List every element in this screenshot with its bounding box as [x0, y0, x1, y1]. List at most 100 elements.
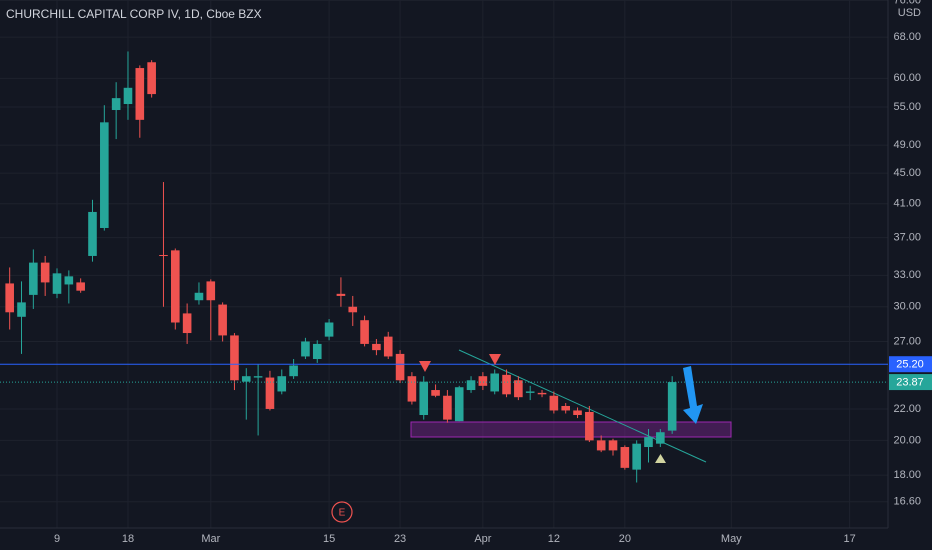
support-zone: [410, 421, 732, 438]
candle-body: [644, 437, 653, 448]
candle-body: [218, 304, 227, 336]
candle-body: [135, 68, 145, 120]
candle-body: [490, 373, 500, 392]
candle-body: [537, 392, 547, 395]
candle-body: [253, 376, 263, 378]
candle-body: [324, 322, 334, 337]
x-tick-label: Apr: [474, 533, 491, 545]
candle-body: [596, 440, 606, 451]
candle-body: [585, 411, 594, 441]
x-tick-label: 12: [548, 533, 560, 545]
y-tick-label: 18.00: [893, 469, 921, 481]
y-tick-label: 37.00: [893, 232, 921, 244]
y-tick-label: 60.00: [893, 72, 921, 84]
candle-body: [100, 122, 109, 228]
y-tick-label: 68.00: [893, 31, 921, 43]
candle-body: [372, 343, 381, 351]
candle-body: [88, 211, 97, 256]
candle-body: [159, 255, 168, 257]
candle-body: [656, 432, 665, 444]
candle-body: [395, 353, 405, 381]
candle-body: [241, 376, 251, 382]
y-tick-label: 33.00: [893, 269, 921, 281]
candle-body: [277, 376, 287, 392]
candle-body: [64, 276, 74, 285]
candle-body: [502, 374, 511, 395]
x-tick-label: May: [721, 533, 742, 545]
x-tick-label: 17: [843, 533, 855, 545]
candle-body: [360, 320, 369, 344]
candle-body: [443, 395, 452, 420]
price-label: 23.87: [896, 376, 924, 388]
y-tick-label: 16.60: [893, 496, 921, 508]
candle-body: [549, 395, 559, 411]
candle-body: [407, 376, 417, 402]
y-tick-label: 41.00: [893, 198, 921, 210]
candle-body: [265, 377, 275, 409]
candle-body: [383, 336, 393, 357]
x-tick-label: 15: [323, 533, 335, 545]
signal-down: [489, 354, 501, 365]
candle-body: [111, 98, 121, 111]
candle-body: [608, 440, 618, 451]
candle-body: [336, 293, 346, 296]
candle-body: [29, 262, 38, 295]
candle-body: [632, 443, 641, 470]
candle-body: [182, 313, 192, 334]
y-tick-label: 22.00: [893, 403, 921, 415]
candle-body: [478, 376, 488, 386]
candle-body: [171, 250, 180, 323]
candle-body: [419, 381, 429, 416]
x-tick-label: 23: [394, 533, 406, 545]
currency-label: USD: [898, 7, 921, 19]
candle-body: [194, 292, 204, 301]
candle-body: [206, 281, 216, 301]
candle-body: [525, 391, 535, 393]
candle-body: [123, 87, 133, 105]
candle-body: [312, 343, 322, 360]
x-tick-label: 18: [122, 533, 134, 545]
candle-body: [561, 405, 570, 411]
y-tick-label: 45.00: [893, 167, 921, 179]
candles: [0, 51, 888, 483]
candle-body: [52, 273, 62, 294]
axes: 76.00 68.00 60.00 55.00 49.00 45.00 41.00 37.00…: [54, 0, 932, 545]
signal-up: [655, 454, 666, 463]
candle-body: [573, 410, 582, 416]
candle-body: [289, 365, 298, 377]
candle-body: [431, 390, 440, 396]
price-label-box: [889, 374, 932, 391]
candle-body: [348, 306, 358, 313]
price-label-box: [889, 356, 932, 373]
chart-title: CHURCHILL CAPITAL CORP IV, 1D, Cboe BZX: [6, 7, 262, 21]
candle-body: [620, 447, 630, 468]
y-tick-label: 55.00: [893, 101, 921, 113]
candle-body: [514, 380, 523, 398]
y-tick-label: 27.00: [893, 335, 921, 347]
x-tick-label: 9: [54, 533, 60, 545]
y-tick-label: 49.00: [893, 139, 921, 151]
x-tick-label: 20: [619, 533, 631, 545]
candle-body: [17, 302, 26, 317]
candle-body: [40, 262, 50, 283]
price-label: 25.20: [896, 359, 924, 371]
y-tick-label: 76.00: [893, 0, 921, 6]
trend-line: [458, 349, 707, 463]
candle-body: [147, 62, 156, 95]
event-label[interactable]: E: [339, 508, 346, 519]
arrow: [683, 366, 703, 424]
candle-body: [230, 335, 239, 381]
candle-body: [76, 282, 85, 291]
y-tick-label: 20.00: [893, 434, 921, 446]
candle-body: [301, 341, 310, 357]
candle-body: [466, 380, 476, 391]
candle-body: [667, 382, 677, 431]
candle-body: [5, 283, 14, 313]
y-tick-label: 30.00: [893, 301, 921, 313]
candle-body: [454, 387, 464, 422]
signal-down: [419, 361, 431, 372]
event-marker[interactable]: [331, 501, 353, 523]
x-tick-label: Mar: [201, 533, 220, 545]
